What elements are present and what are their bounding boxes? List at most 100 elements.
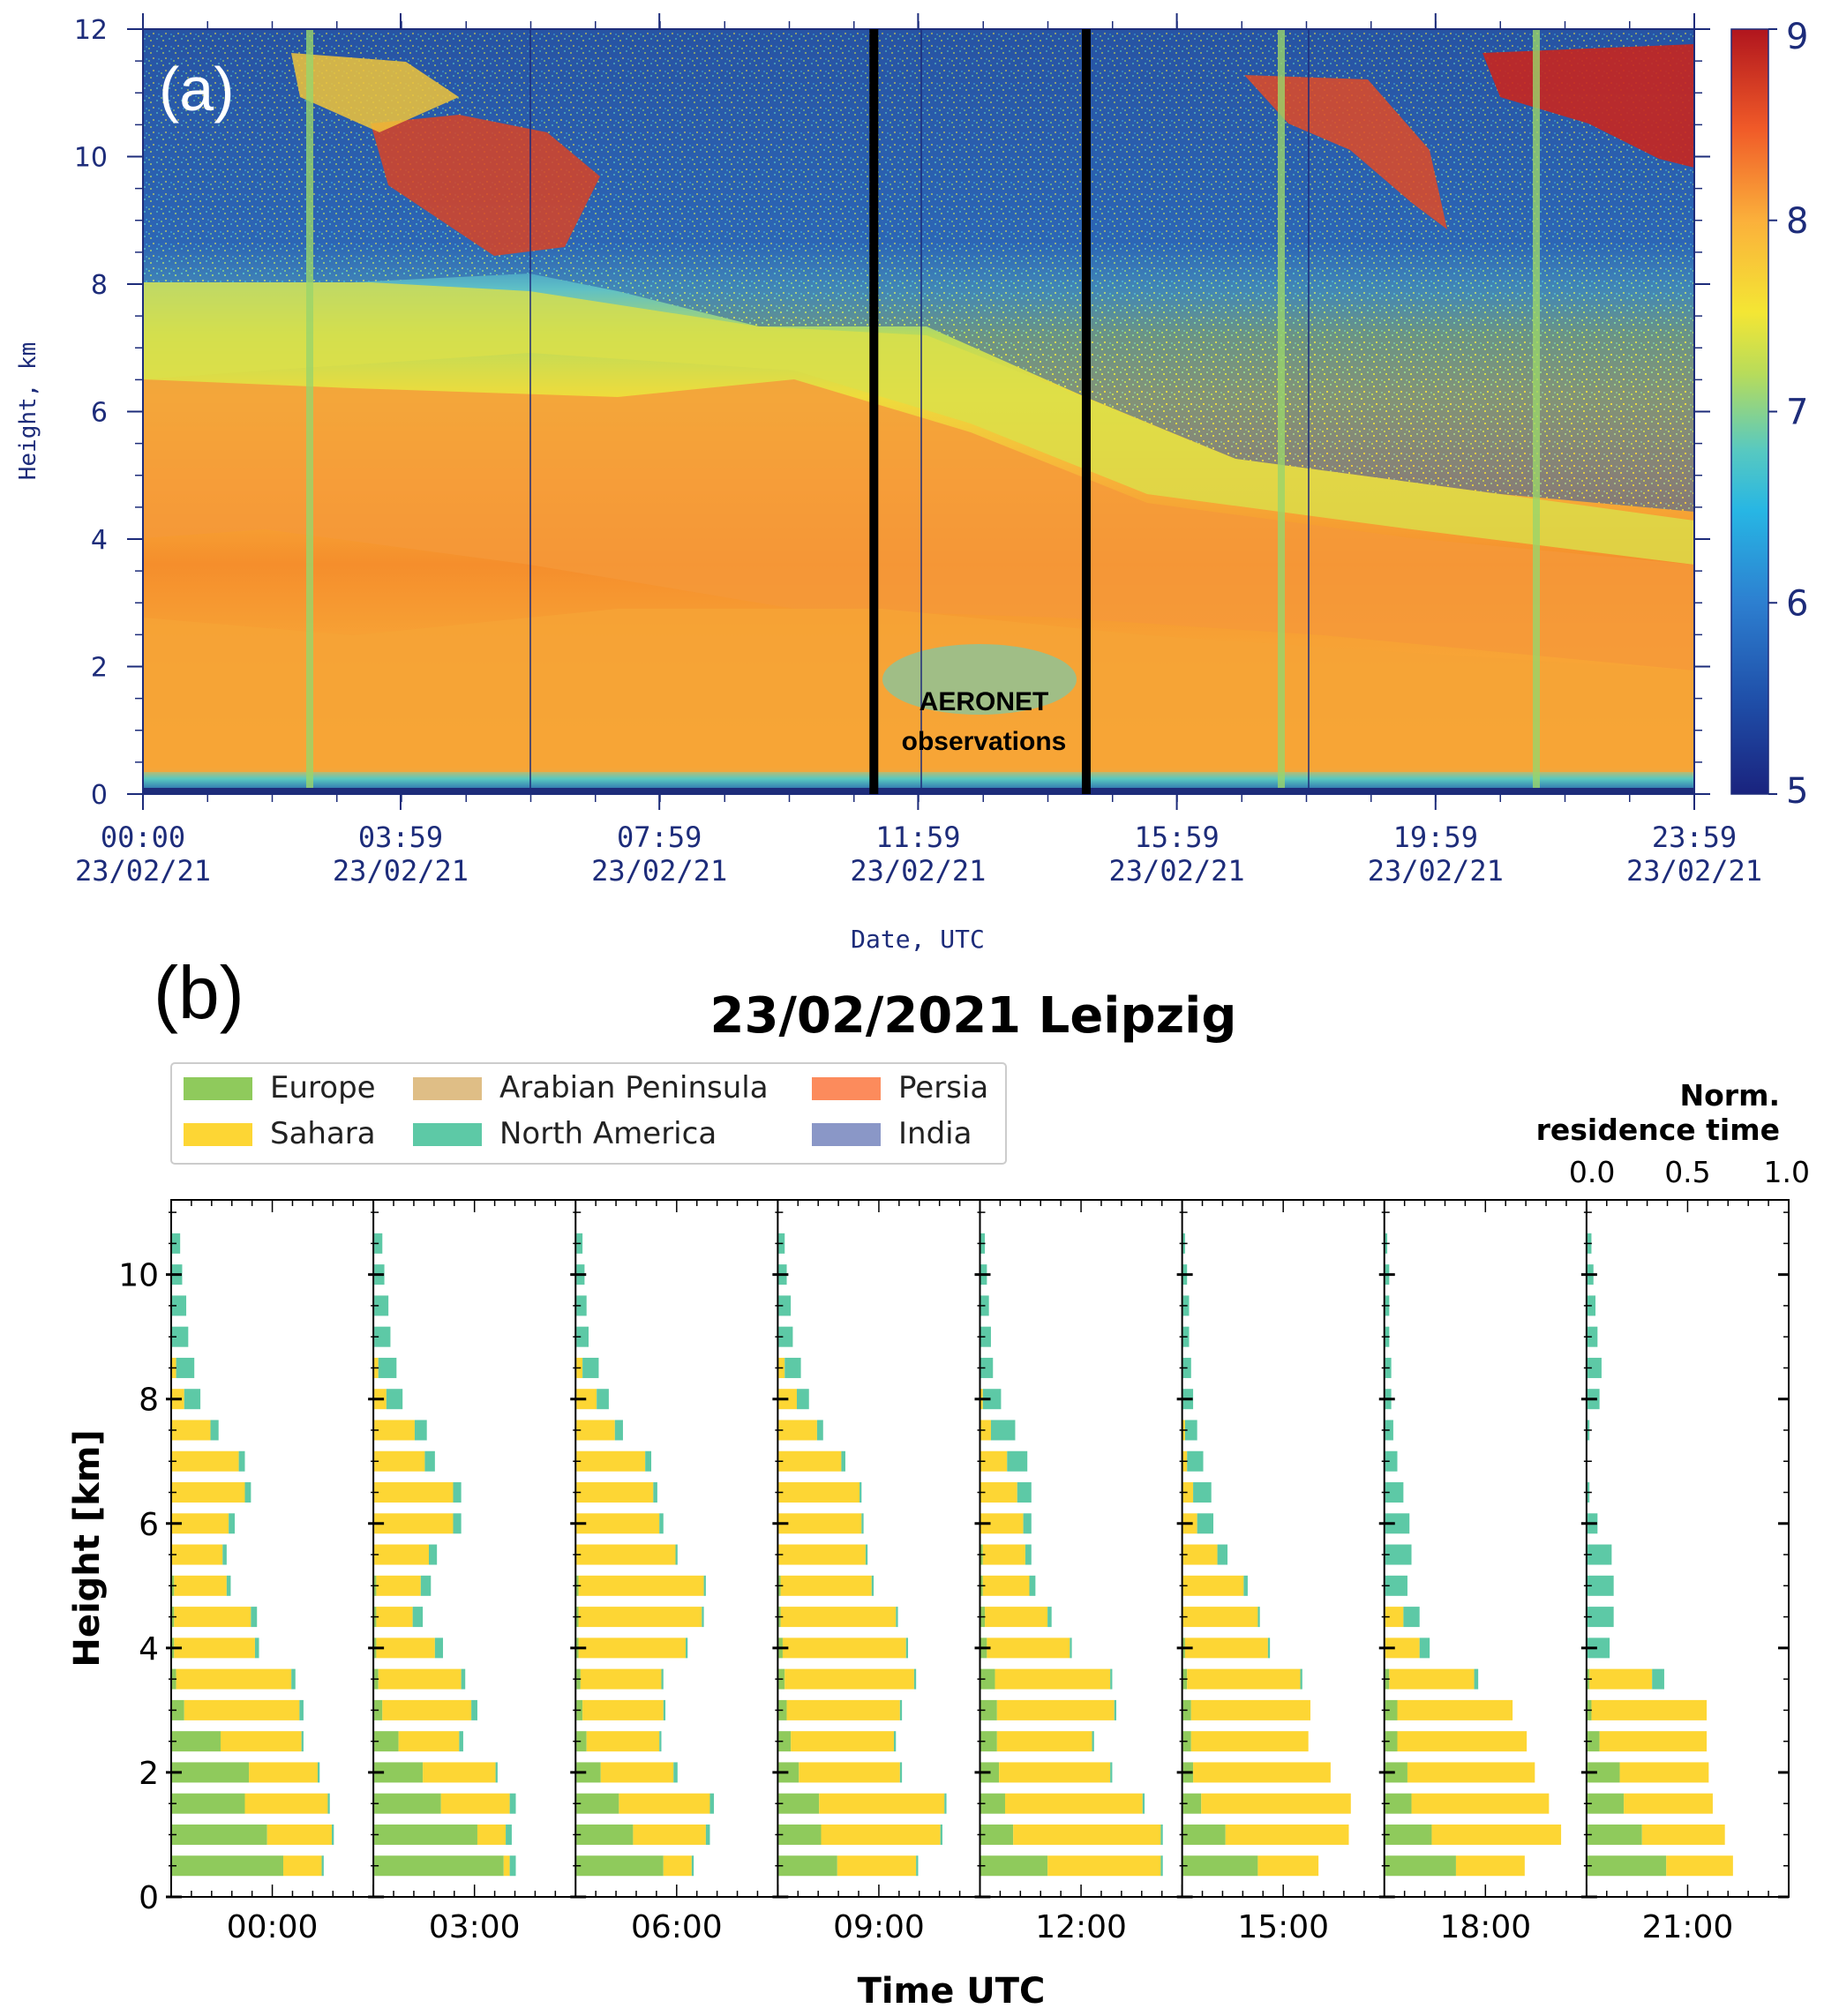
bar-sahara [586,1731,660,1752]
bar-north-america [1587,1638,1610,1659]
bar-sahara [996,1699,1115,1720]
bar-north-america [841,1450,845,1472]
panel-b-label: (b) [154,951,244,1034]
norm-label-line1: Norm. [1680,1078,1781,1113]
bar-sahara [172,1544,223,1565]
time-tick-label: 18:00 [1439,1909,1531,1945]
bar-sahara [374,1513,454,1534]
bar-sahara [1047,1855,1161,1877]
bar-sahara [633,1824,706,1845]
bar-sahara [980,1513,1024,1534]
bar-sahara [1193,1762,1331,1783]
profile-0600 [576,1233,715,1877]
bar-europe [374,1855,504,1877]
bar-europe [576,1762,601,1783]
bar-europe [980,1699,997,1720]
bar-sahara [819,1793,945,1814]
x-tick-time: 15:59 [1134,821,1219,854]
bar-north-america [1110,1668,1113,1690]
bar-north-america [645,1450,652,1472]
bar-north-america [944,1793,947,1814]
bar-europe [576,1824,634,1845]
bar-sahara [249,1762,318,1783]
legend-swatch [184,1123,252,1146]
bar-north-america [1243,1575,1248,1596]
profile-1500 [1182,1233,1351,1877]
bar-north-america [172,1326,189,1347]
bar-sahara [980,1482,1017,1503]
bar-north-america [434,1638,444,1659]
bar-sahara [1013,1824,1161,1845]
bar-sahara [1589,1668,1653,1690]
legend-swatch [413,1123,482,1146]
bar-north-america [576,1295,587,1316]
bar-north-america [378,1357,397,1378]
bar-sahara [376,1607,413,1628]
bar-north-america [675,1544,678,1565]
bar-north-america [1110,1762,1113,1783]
bar-sahara [576,1544,676,1565]
bar-north-america [1474,1668,1479,1690]
bar-north-america [327,1793,330,1814]
bar-north-america [172,1295,187,1316]
bar-north-america [1029,1575,1036,1596]
bar-sahara [283,1855,322,1877]
bar-north-america [1587,1544,1612,1565]
bar-north-america [778,1295,792,1316]
bar-sahara [244,1793,328,1814]
bar-sahara [576,1450,646,1472]
bar-sahara [576,1513,660,1534]
bar-north-america [663,1699,666,1720]
bar-sahara [1257,1855,1319,1877]
legend-label: North America [499,1116,717,1151]
bar-sahara [174,1607,251,1628]
bar-sahara [578,1638,686,1659]
bar-sahara [1397,1699,1513,1720]
bar-north-america [1652,1668,1664,1690]
bar-north-america [1385,1544,1412,1565]
x-tick-date: 23/02/21 [1368,854,1504,888]
colorbar-ticks: 5 6 7 8 9 [1768,17,1808,812]
bar-north-america [784,1357,801,1378]
bar-north-america [321,1855,324,1877]
x-tick-date: 23/02/21 [1109,854,1245,888]
bar-north-america [1184,1420,1197,1441]
bar-europe [778,1824,822,1845]
bar-sahara [440,1793,510,1814]
bar-sahara [778,1544,866,1565]
x-tick-time: 11:59 [875,821,960,854]
bar-north-america [420,1575,432,1596]
bar-europe [374,1762,424,1783]
colorbar-tick-label: 6 [1786,583,1808,624]
bar-sahara [1182,1607,1258,1628]
bar-europe [374,1731,399,1752]
bar-sahara [176,1668,292,1690]
legend-swatch [812,1123,881,1146]
bar-sahara [1225,1824,1349,1845]
bar-north-america [1587,1607,1614,1628]
bar-north-america [424,1450,435,1472]
legend-swatch [184,1077,252,1100]
panel-b-residence-time: (b) 23/02/2021 Leipzig Europe Sahara Arabi… [67,951,1810,2012]
bar-north-america [1025,1544,1032,1565]
colorbar-tick-label: 9 [1786,17,1808,57]
bar-north-america [709,1793,715,1814]
bar-sahara [996,1731,1092,1752]
bar-sahara [780,1607,897,1628]
residence-bars [172,1233,1733,1877]
gap-line [1278,29,1285,788]
bar-europe [172,1824,267,1845]
bar-sahara [778,1482,860,1503]
bar-sahara [1190,1699,1310,1720]
bar-north-america [913,1668,917,1690]
bar-north-america [685,1638,688,1659]
bar-north-america [226,1575,231,1596]
bar-north-america [582,1357,599,1378]
norm-tick-label: 0.0 [1569,1155,1615,1189]
bar-north-america [1007,1450,1028,1472]
profile-2100 [1587,1233,1733,1877]
bar-sahara [174,1638,255,1659]
bar-north-america [229,1513,236,1534]
time-tick-label: 03:00 [429,1909,521,1945]
bar-sahara [780,1575,872,1596]
